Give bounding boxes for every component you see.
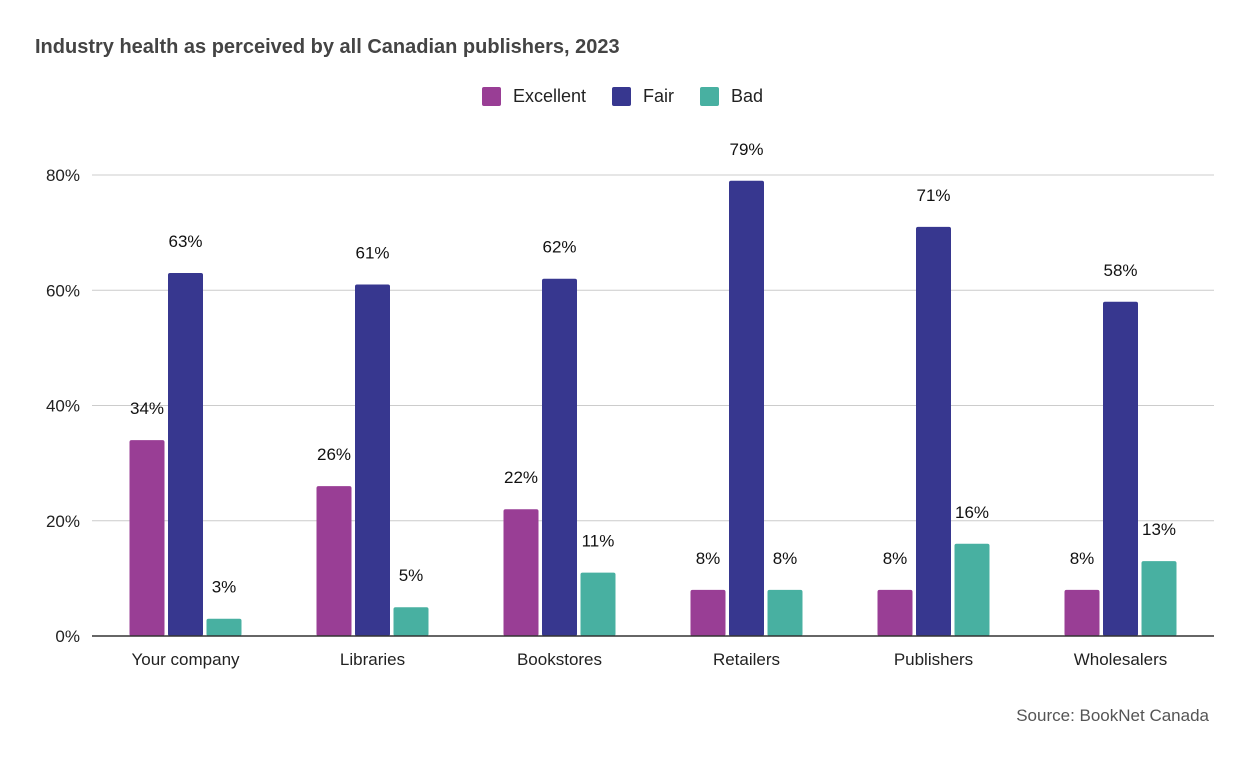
bar [690,589,726,636]
bar [916,226,951,637]
y-tick-label: 60% [46,281,80,300]
data-label: 3% [212,578,237,597]
chart-legend: Excellent Fair Bad [0,86,1245,107]
legend-swatch-excellent [481,87,501,106]
x-tick-label: Bookstores [517,650,602,669]
chart-title: Industry health as perceived by all Cana… [35,36,620,58]
bar [129,440,165,636]
data-label: 63% [168,232,202,251]
data-label: 62% [542,238,576,257]
y-tick-label: 0% [55,627,80,646]
bar [503,509,539,636]
data-label: 8% [773,549,798,568]
source-note: Source: BookNet Canada [1016,706,1209,725]
bar [168,272,203,636]
x-tick-label: Wholesalers [1074,650,1168,669]
bar [877,589,913,636]
x-tick-label: Your company [131,650,240,669]
bar [355,284,390,636]
legend-label-excellent: Excellent [512,86,586,106]
bar [580,572,616,636]
x-tick-label: Publishers [894,650,973,669]
data-label: 8% [1070,549,1095,568]
data-label: 79% [729,140,763,159]
bar [316,486,352,636]
legend-swatch-bad [700,87,719,106]
y-tick-label: 40% [46,397,80,416]
bar [393,607,429,636]
bar [542,278,577,636]
data-label: 16% [955,503,989,522]
legend-label-fair: Fair [643,86,674,106]
x-tick-label: Retailers [713,650,780,669]
bar [954,543,990,636]
legend-item-bad[interactable]: Bad [700,86,763,107]
data-label: 34% [130,399,164,418]
data-label: 5% [399,566,424,585]
bar [206,618,242,636]
legend-swatch-fair [612,87,631,106]
bar [1064,589,1100,636]
data-label: 13% [1142,520,1176,539]
x-tick-label: Libraries [340,650,405,669]
bar [729,180,764,636]
bar [1141,561,1177,636]
legend-label-bad: Bad [731,86,764,106]
data-label: 22% [504,468,538,487]
y-tick-label: 80% [46,166,80,185]
data-label: 58% [1103,261,1137,280]
y-tick-label: 20% [46,512,80,531]
legend-item-excellent[interactable]: Excellent [481,86,586,107]
data-label: 11% [582,532,615,551]
data-label: 8% [883,549,908,568]
data-label: 8% [696,549,721,568]
legend-item-fair[interactable]: Fair [612,86,674,107]
data-label: 26% [317,445,351,464]
bar [1103,301,1138,636]
bar [767,589,803,636]
data-label: 61% [355,243,389,262]
data-label: 71% [916,186,950,205]
